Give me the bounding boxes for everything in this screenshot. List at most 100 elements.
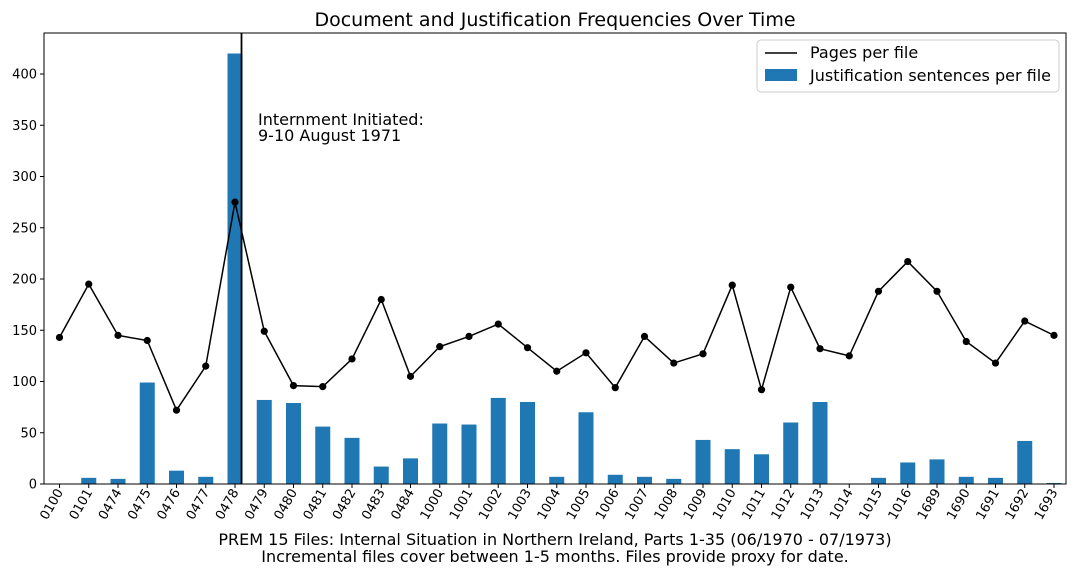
- point-1015: [874, 287, 883, 295]
- point-0479: [260, 327, 268, 335]
- y-tick-label-100: 100: [12, 375, 37, 390]
- line-layer: [55, 198, 1058, 414]
- point-1012: [787, 283, 795, 291]
- x-tick-label-1015: 1015: [856, 487, 886, 523]
- point-1689: [933, 287, 941, 295]
- bar-1016: [900, 462, 916, 484]
- point-0100: [55, 333, 64, 342]
- x-tick-label-1001: 1001: [447, 487, 477, 523]
- pages-per-file-line: [58, 201, 1055, 412]
- x-tick-label-0481: 0481: [301, 487, 331, 523]
- x-axis-label-line-1: PREM 15 Files: Internal Situation in Nor…: [218, 530, 891, 549]
- y-axis: 0 50 100 150 200 250 300 350 400: [12, 68, 44, 493]
- x-tick-label-1013: 1013: [798, 487, 828, 523]
- x-tick-label-1012: 1012: [769, 487, 799, 523]
- x-tick-label-1000: 1000: [418, 487, 448, 523]
- x-tick-label-1691: 1691: [973, 487, 1003, 523]
- x-tick-label-0479: 0479: [242, 487, 272, 523]
- bar-1002: [490, 397, 506, 484]
- x-tick-label-1690: 1690: [944, 487, 974, 523]
- x-tick-label-0484: 0484: [388, 487, 418, 523]
- bar-0484: [403, 458, 418, 484]
- bar-0474: [110, 478, 126, 484]
- bar-1010: [724, 449, 740, 484]
- bar-1012: [783, 422, 799, 484]
- x-tick-label-0474: 0474: [96, 487, 126, 523]
- y-tick-label-150: 150: [12, 324, 37, 339]
- point-1003: [523, 344, 532, 352]
- x-axis-label-line-2: Incremental files cover between 1-5 mont…: [261, 547, 849, 566]
- point-0476: [172, 406, 181, 414]
- point-1005: [582, 349, 590, 357]
- point-1008: [670, 359, 678, 367]
- x-axis: 0100 0101 0474 0475 0476 0477 0478 0479 0480 0481…: [37, 484, 1061, 523]
- bar-1006: [607, 474, 623, 484]
- bar-1005: [578, 412, 594, 484]
- x-tick-label-0100: 0100: [37, 487, 67, 523]
- point-0475: [143, 336, 151, 345]
- point-0101: [85, 280, 93, 288]
- point-0481: [319, 383, 327, 391]
- bar-1011: [754, 454, 769, 484]
- y-tick-label-200: 200: [12, 273, 37, 288]
- legend-bar-swatch: [765, 69, 797, 81]
- point-0477: [202, 362, 210, 370]
- plot-frame: [43, 32, 1067, 485]
- bar-1008: [666, 478, 682, 484]
- x-tick-label-1004: 1004: [535, 487, 565, 523]
- bar-0479: [256, 399, 272, 484]
- bar-1689: [929, 459, 945, 484]
- point-1001: [465, 332, 473, 340]
- bar-0480: [286, 403, 301, 484]
- x-tick-label-0476: 0476: [154, 487, 184, 523]
- bar-0101: [81, 477, 97, 484]
- bar-0475: [139, 382, 155, 484]
- point-1692: [1021, 317, 1029, 325]
- annotation-line-2: 9-10 August 1971: [258, 126, 401, 145]
- x-tick-label-0477: 0477: [184, 487, 214, 523]
- bar-1690: [958, 476, 974, 484]
- point-1013: [816, 345, 824, 353]
- point-0478: [231, 198, 239, 206]
- bar-1013: [812, 402, 828, 484]
- legend-frame: [756, 39, 1060, 93]
- x-tick-label-1006: 1006: [593, 487, 623, 523]
- y-tick-label-250: 250: [12, 221, 37, 236]
- y-tick-label-50: 50: [20, 426, 37, 441]
- legend: Pages per file Justification sentences p…: [756, 39, 1060, 93]
- point-1693: [1050, 331, 1058, 339]
- x-tick-label-1007: 1007: [622, 487, 652, 523]
- bar-0482: [344, 437, 360, 484]
- y-tick-label-350: 350: [12, 119, 37, 134]
- y-tick-label-300: 300: [12, 170, 37, 185]
- x-tick-label-0475: 0475: [125, 487, 155, 523]
- legend-label-pages: Pages per file: [810, 43, 918, 62]
- y-tick-label-0: 0: [29, 478, 37, 493]
- x-tick-label-0482: 0482: [330, 487, 360, 523]
- point-1009: [699, 350, 707, 358]
- bar-0478: [227, 53, 243, 484]
- bar-1692: [1017, 440, 1033, 484]
- point-1691: [991, 359, 1000, 367]
- bar-1693: [1046, 482, 1062, 484]
- bar-1015: [871, 477, 886, 484]
- x-tick-label-1002: 1002: [476, 487, 506, 523]
- y-tick-label-400: 400: [12, 68, 37, 83]
- bars-layer: [81, 53, 1062, 484]
- x-tick-label-0480: 0480: [271, 487, 301, 523]
- x-tick-label-1016: 1016: [886, 487, 916, 523]
- bar-1004: [549, 476, 565, 484]
- x-tick-label-1010: 1010: [710, 487, 740, 523]
- point-0474: [114, 331, 122, 339]
- x-tick-label-1003: 1003: [505, 487, 535, 523]
- x-tick-label-1009: 1009: [681, 487, 711, 523]
- point-0480: [289, 382, 298, 390]
- bar-1007: [637, 476, 652, 484]
- x-tick-label-1689: 1689: [915, 487, 945, 523]
- x-tick-label-0478: 0478: [213, 487, 243, 523]
- x-tick-label-1008: 1008: [652, 487, 682, 523]
- point-1000: [436, 343, 444, 351]
- bar-0477: [198, 476, 214, 484]
- point-1014: [845, 352, 853, 360]
